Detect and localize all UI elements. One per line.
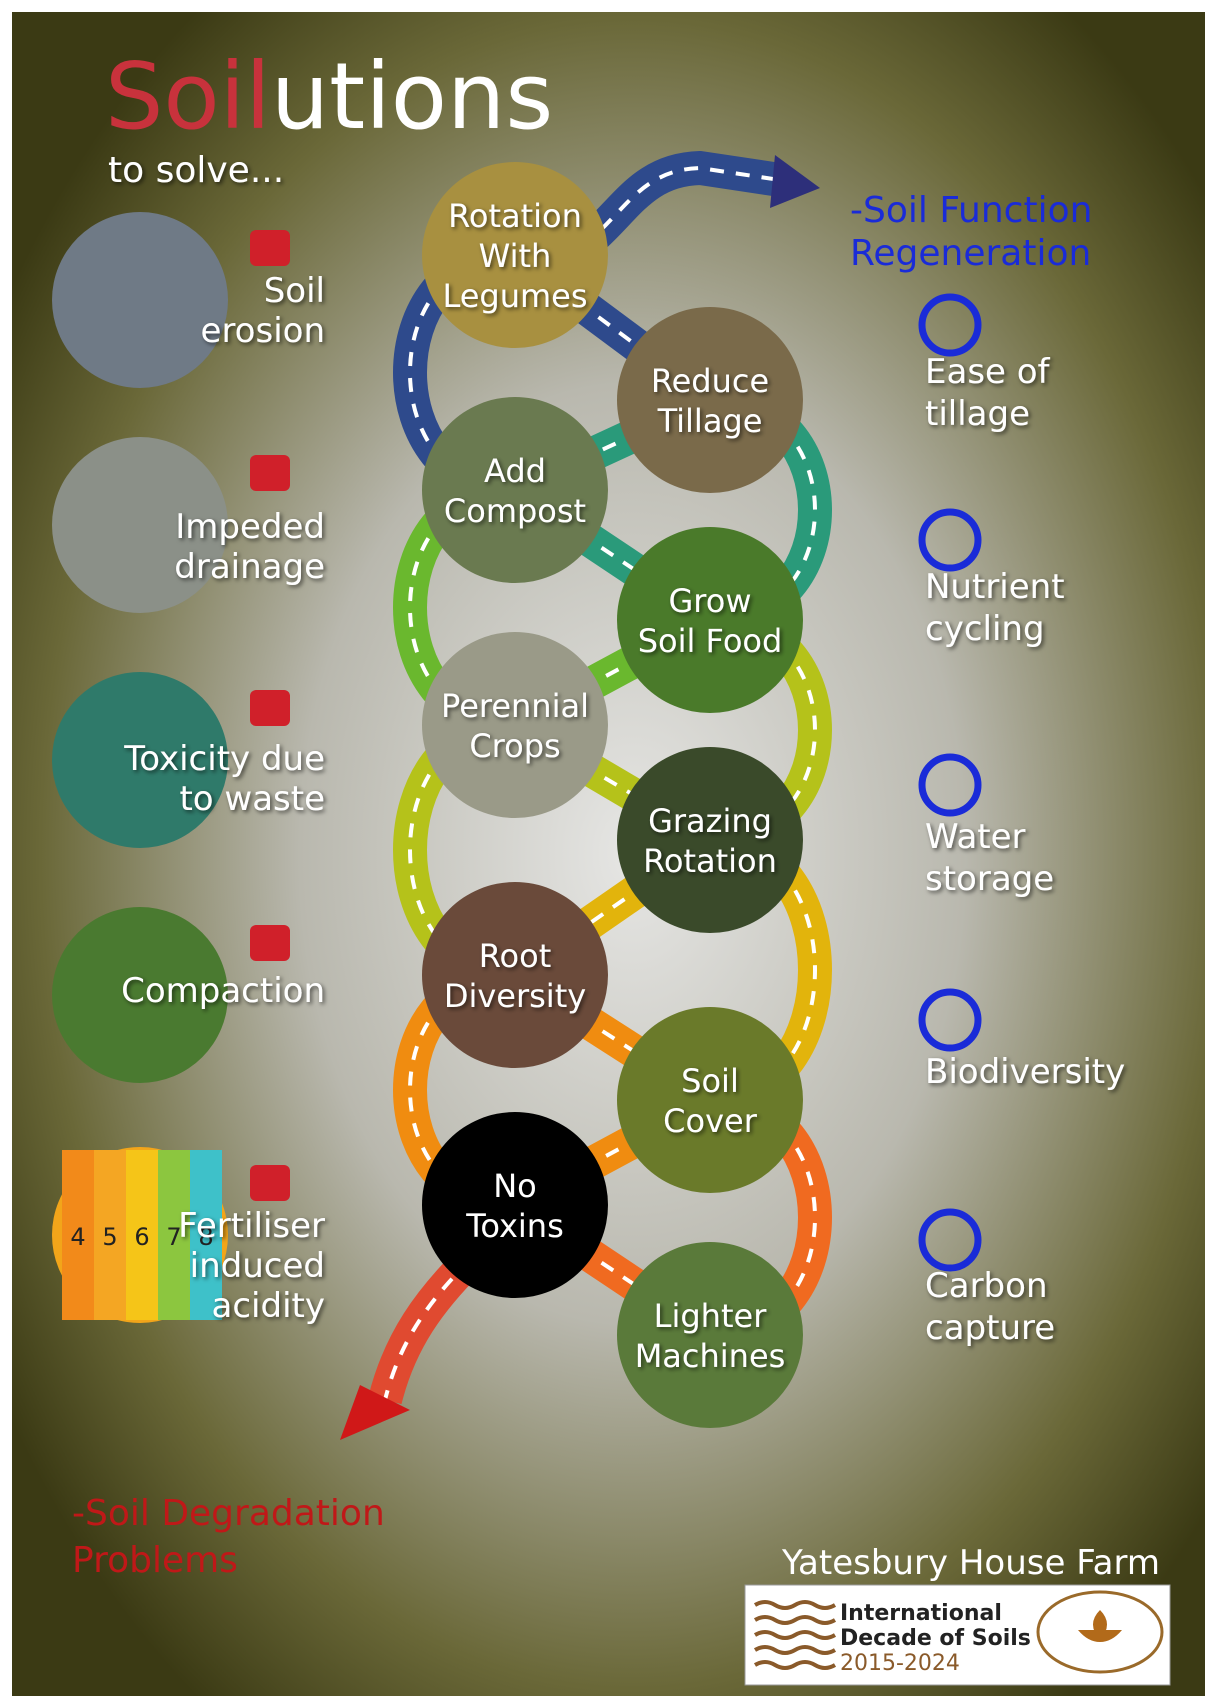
problem-label: erosion xyxy=(201,311,325,351)
goal-top: -Soil Function xyxy=(850,190,1092,231)
solution-label: Soil xyxy=(681,1062,739,1100)
solution-label: Grazing xyxy=(648,802,772,840)
title: Soilutions xyxy=(105,43,553,150)
problem-label: Toxicity due xyxy=(123,739,325,779)
solution-label: Grow xyxy=(669,582,752,620)
solution-label: Perennial xyxy=(441,687,589,725)
solution-photo xyxy=(617,1007,803,1193)
ph-label: 4 xyxy=(70,1223,85,1251)
logo-text: 2015-2024 xyxy=(840,1651,960,1676)
benefit-label: Ease of xyxy=(925,352,1051,392)
solution-photo xyxy=(617,1242,803,1428)
solution-photo xyxy=(422,1112,608,1298)
solution-label: Legumes xyxy=(442,277,587,315)
problem-label: induced xyxy=(190,1246,325,1286)
problem-label: to waste xyxy=(179,779,325,819)
solution-photo xyxy=(422,397,608,583)
solution-label: Diversity xyxy=(444,977,586,1015)
solution-photo xyxy=(617,307,803,493)
solution-label: Add xyxy=(484,452,546,490)
problem-icon xyxy=(250,1165,290,1201)
problem-photo xyxy=(52,212,228,388)
goal-top: Regeneration xyxy=(850,233,1091,274)
benefit-label: Water xyxy=(925,817,1026,857)
problem-label: Fertiliser xyxy=(178,1206,325,1246)
benefit-label: tillage xyxy=(925,394,1030,434)
solution-label: Root xyxy=(479,937,552,975)
problem-label: Impeded xyxy=(175,507,325,547)
solution-label: Crops xyxy=(469,727,560,765)
subtitle: to solve... xyxy=(108,150,284,191)
problem-label: drainage xyxy=(174,547,325,587)
poster: Soilutions to solve... -Soil Function Re… xyxy=(0,0,1217,1708)
logo-text: Decade of Soils xyxy=(840,1626,1031,1651)
solution-photo xyxy=(422,632,608,818)
problem-label: acidity xyxy=(212,1286,325,1326)
solution-photo xyxy=(617,747,803,933)
benefit-label: Carbon xyxy=(925,1266,1048,1306)
solution-label: Compost xyxy=(444,492,586,530)
solution-label: Cover xyxy=(663,1102,758,1140)
problem-icon xyxy=(250,230,290,266)
solution-label: Rotation xyxy=(448,197,582,235)
benefit-label: Nutrient xyxy=(925,567,1065,607)
solution-label: No xyxy=(493,1167,537,1205)
problem-icon xyxy=(250,925,290,961)
benefit-label: capture xyxy=(925,1308,1055,1348)
benefit-label: cycling xyxy=(925,609,1045,649)
ph-label: 5 xyxy=(102,1223,117,1251)
farm-name: Yatesbury House Farm xyxy=(781,1543,1160,1583)
problem-icon xyxy=(250,455,290,491)
problem-icon xyxy=(250,690,290,726)
solution-label: Lighter xyxy=(654,1297,768,1335)
logo-text: International xyxy=(840,1601,1002,1626)
solution-photo xyxy=(422,882,608,1068)
problem-label: Soil xyxy=(264,271,325,311)
solution-label: With xyxy=(479,237,552,275)
solution-label: Toxins xyxy=(465,1207,563,1245)
goal-bottom: -Soil Degradation xyxy=(72,1493,385,1534)
problem-label: Compaction xyxy=(121,971,325,1011)
solution-label: Reduce xyxy=(651,362,769,400)
solution-label: Rotation xyxy=(643,842,777,880)
title-highlight: Soil xyxy=(105,43,271,150)
solution-photo xyxy=(617,527,803,713)
solution-label: Machines xyxy=(635,1337,786,1375)
goal-bottom: Problems xyxy=(72,1540,238,1581)
ph-label: 6 xyxy=(134,1223,149,1251)
page: Soilutions to solve... -Soil Function Re… xyxy=(0,0,1217,1708)
solution-label: Soil Food xyxy=(638,622,783,660)
benefit-label: storage xyxy=(925,859,1054,899)
title-rest: utions xyxy=(271,43,553,150)
benefit-label: Biodiversity xyxy=(925,1052,1125,1092)
solution-label: Tillage xyxy=(657,402,763,440)
